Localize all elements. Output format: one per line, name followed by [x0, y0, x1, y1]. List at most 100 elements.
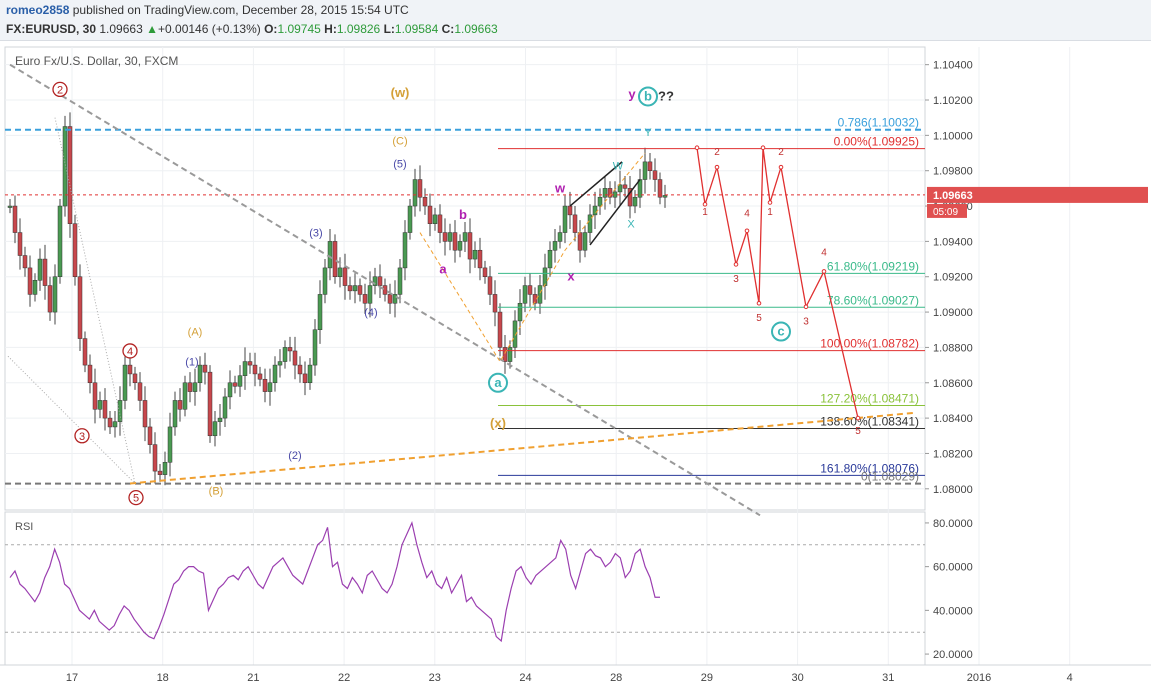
candle-body	[57, 205, 63, 277]
channel-line	[569, 161, 623, 207]
candle-body	[167, 426, 173, 463]
candle-body	[607, 188, 613, 198]
projection-node	[733, 262, 739, 267]
fib-level-label: 127.20%(1.08471)	[820, 392, 919, 406]
time-tick-label: 31	[882, 672, 894, 684]
candle-body	[227, 382, 233, 398]
candle-body	[7, 205, 13, 208]
rsi-tick-label: 60.0000	[933, 562, 973, 574]
price-tick-label: 1.10400	[933, 60, 973, 72]
wave-label-circle	[128, 489, 144, 506]
projection-node	[760, 145, 766, 151]
candle-body	[222, 396, 228, 419]
wave-label: a	[494, 375, 502, 390]
candle-body	[627, 188, 633, 207]
price-tick-label: 1.09400	[933, 236, 973, 248]
candle-body	[77, 276, 83, 339]
open-value: 1.09745	[277, 22, 321, 36]
publish-info: published on TradingView.com, December 2…	[72, 3, 409, 17]
candle-body	[362, 294, 368, 304]
candle-body	[527, 285, 533, 295]
time-tick-label: 17	[66, 672, 78, 684]
wave-label: (B)	[209, 486, 224, 498]
candle-body	[277, 361, 283, 366]
candle-body	[467, 232, 473, 260]
projection-label: 4	[744, 209, 750, 220]
last-price-badge-text: 1.09663	[933, 190, 973, 202]
candle-body	[387, 294, 393, 304]
time-tick-label: 28	[610, 672, 622, 684]
price-tick-label: 1.09200	[933, 272, 973, 284]
candle-body	[152, 444, 158, 472]
candle-body	[477, 249, 483, 269]
candle-body	[372, 276, 378, 286]
candle-body	[82, 338, 88, 366]
price-pane	[4, 46, 926, 511]
projection-path	[696, 147, 859, 419]
author-link[interactable]: romeo2858	[6, 3, 70, 17]
candle-body	[512, 320, 518, 348]
candle-body	[647, 161, 653, 171]
candle-body	[67, 126, 73, 224]
projection-label: 5	[855, 426, 861, 437]
quote-line: FX:EURUSD, 30 1.09663 ▲+0.00146 (+0.13%)…	[6, 22, 498, 36]
candle-body	[122, 364, 128, 401]
rsi-tick-label: 80.0000	[933, 518, 973, 530]
rsi-line	[9, 521, 660, 643]
price-tick-label: 1.09000	[933, 307, 973, 319]
chart-title: Euro Fx/U.S. Dollar, 30, FXCM	[15, 54, 178, 68]
candle-body	[342, 267, 348, 286]
projection-node	[756, 300, 762, 306]
projection-node	[821, 269, 827, 274]
candle-body	[37, 258, 43, 281]
candle-body	[17, 232, 23, 256]
candle-body	[267, 382, 273, 392]
candle-body	[117, 400, 123, 422]
candle-body	[507, 347, 513, 362]
candle-body	[322, 267, 328, 295]
wave-label: b	[459, 207, 467, 222]
candle-body	[47, 285, 53, 313]
wave-label: W	[613, 160, 624, 172]
candle-body	[567, 205, 573, 216]
candle-body	[297, 364, 303, 375]
high-label: H:	[324, 22, 337, 36]
candle-body	[42, 258, 48, 286]
candle-body	[557, 232, 563, 242]
candle-body	[662, 195, 668, 198]
projection-node	[778, 164, 784, 170]
time-tick-label: 23	[429, 672, 441, 684]
rsi-tick-label: 20.0000	[933, 649, 973, 661]
candle-body	[32, 280, 38, 295]
candle-body	[597, 196, 603, 207]
price-tick-label: 1.10000	[933, 130, 973, 142]
symbol-label[interactable]: FX:EURUSD, 30	[6, 22, 97, 36]
candle-body	[562, 205, 568, 233]
candle-body	[577, 232, 583, 251]
candle-body	[132, 373, 138, 384]
candle-body	[377, 276, 383, 286]
wave-label: 2	[57, 84, 63, 96]
candle-body	[447, 232, 453, 242]
candle-body	[187, 382, 193, 392]
candle-body	[502, 347, 508, 362]
candle-body	[127, 364, 133, 375]
wave-label: a	[439, 262, 447, 277]
high-value: 1.09826	[336, 22, 381, 36]
rsi-tick-label: 40.0000	[933, 605, 973, 617]
fib-level-label: 61.80%(1.09219)	[827, 259, 919, 273]
projection-node	[702, 201, 708, 207]
projection-node	[714, 164, 720, 170]
price-chart[interactable]: 17 18 21 22 23 24 28 29 30 31 2016 41.104001.102001…	[0, 40, 1151, 692]
candle-body	[292, 350, 298, 366]
wave-label-circle	[638, 86, 658, 107]
candle-body	[192, 382, 198, 392]
candle-body	[312, 329, 318, 366]
wave-label-circle	[52, 81, 68, 98]
candle-body	[487, 276, 493, 295]
candle-body	[397, 267, 403, 295]
candle-body	[287, 347, 293, 352]
candle-body	[92, 382, 98, 410]
wave-label: c	[777, 324, 784, 339]
candle-body	[12, 205, 18, 233]
